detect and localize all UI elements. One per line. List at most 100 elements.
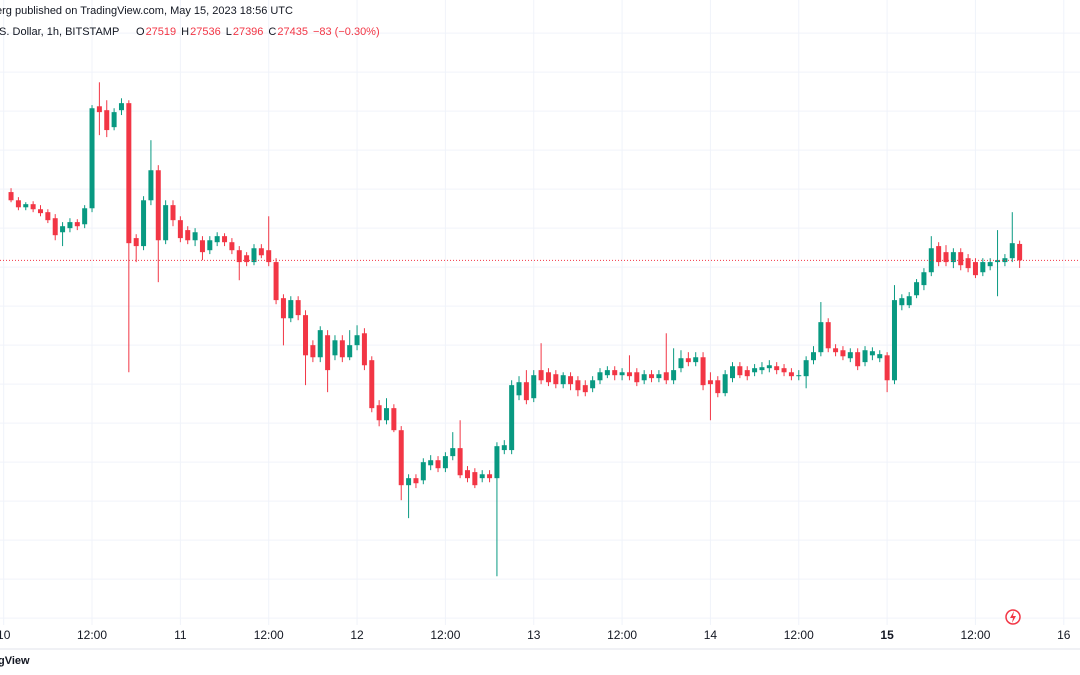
ohlc-key: L [226, 26, 232, 38]
candle-body [376, 405, 382, 421]
candle-body [509, 385, 515, 451]
candle-body [303, 315, 309, 356]
candle-body [752, 368, 758, 373]
candle-body [457, 448, 463, 476]
change-value: −83 (−0.30%) [313, 26, 380, 38]
candle-body [730, 366, 736, 379]
candle-body [391, 408, 397, 431]
candle-body [1009, 243, 1015, 259]
x-tick-label: 11 [174, 628, 187, 642]
candle-body [118, 103, 124, 111]
candle-body [89, 108, 95, 209]
candle-body [60, 226, 66, 233]
candle-body [155, 170, 161, 241]
candle-body [972, 262, 978, 276]
candle-body [928, 248, 934, 273]
candle-body [67, 222, 73, 229]
candle-body [487, 474, 493, 479]
candle-body [891, 300, 897, 381]
candle-body [295, 300, 301, 316]
candle-body [656, 374, 662, 379]
candle-body [45, 212, 51, 221]
candle-body [619, 372, 625, 376]
candle-body [560, 375, 566, 385]
x-tick-label: 12:00 [607, 628, 637, 642]
candle-body [428, 460, 434, 466]
candle-body [398, 430, 404, 486]
candle-body [715, 380, 721, 394]
candle-body [987, 262, 993, 267]
ohlc-value: 27396 [233, 26, 264, 38]
candle-body [37, 209, 43, 214]
candle-body [472, 472, 478, 486]
candle-body [82, 208, 88, 225]
candle-body [325, 335, 331, 371]
candle-body [244, 255, 250, 263]
candle-body [229, 242, 235, 251]
candle-body [634, 372, 640, 383]
candle-body [339, 340, 345, 358]
candle-body [288, 300, 294, 319]
candle-body [663, 372, 669, 381]
candle-body [170, 205, 176, 221]
candle-body [737, 366, 743, 376]
candle-body [833, 348, 839, 353]
candle-body [420, 462, 426, 481]
candle-body [516, 382, 522, 396]
candle-body [803, 360, 809, 377]
candle-body [479, 474, 485, 479]
candle-body [133, 238, 139, 247]
candle-body [8, 192, 14, 201]
candle-body [413, 478, 419, 484]
candle-body [995, 260, 1001, 263]
x-tick-label: 16 [1057, 628, 1071, 642]
candle-body [384, 408, 390, 421]
candle-body [222, 236, 228, 243]
candle-body [450, 448, 456, 457]
ohlc-key: C [268, 26, 276, 38]
candle-body [258, 248, 264, 256]
candle-body [965, 258, 971, 269]
x-tick-label: 14 [704, 628, 718, 642]
candle-body [759, 367, 765, 371]
candle-body [877, 354, 883, 359]
published-note: erg published on TradingView.com, May 15… [0, 5, 293, 17]
ohlc-value: 27435 [277, 26, 308, 38]
candle-body [192, 232, 198, 241]
candle-body [685, 358, 691, 363]
candle-body [671, 370, 677, 381]
candle-body [899, 298, 905, 306]
candle-body [774, 366, 780, 371]
candle-body [126, 103, 132, 244]
brand: gView [0, 655, 30, 667]
candle-body [310, 345, 316, 358]
candles [0, 82, 1080, 577]
candle-body [538, 370, 544, 381]
candle-body [604, 370, 610, 376]
candle-body [700, 357, 706, 386]
candle-body [406, 478, 412, 486]
candle-body [553, 374, 559, 385]
candle-body [906, 296, 912, 306]
candle-body [612, 370, 618, 376]
candle-body [1017, 243, 1023, 261]
candle-body [317, 330, 323, 358]
bolt-icon [1005, 609, 1021, 625]
candle-body [523, 382, 529, 401]
candle-body [936, 246, 942, 263]
candle-body [214, 236, 220, 243]
candle-body [347, 345, 353, 358]
candle-body [148, 170, 154, 201]
candle-body [840, 350, 846, 357]
candle-body [781, 368, 787, 373]
candle-body [494, 446, 500, 479]
candle-body [52, 218, 58, 236]
candle-body [796, 375, 802, 377]
x-tick-label: 12:00 [960, 628, 990, 642]
candle-body [30, 204, 36, 210]
candle-body [185, 230, 191, 241]
x-tick-label: 13 [527, 628, 541, 642]
candle-body [693, 357, 699, 363]
x-tick-label: 10 [0, 628, 11, 642]
